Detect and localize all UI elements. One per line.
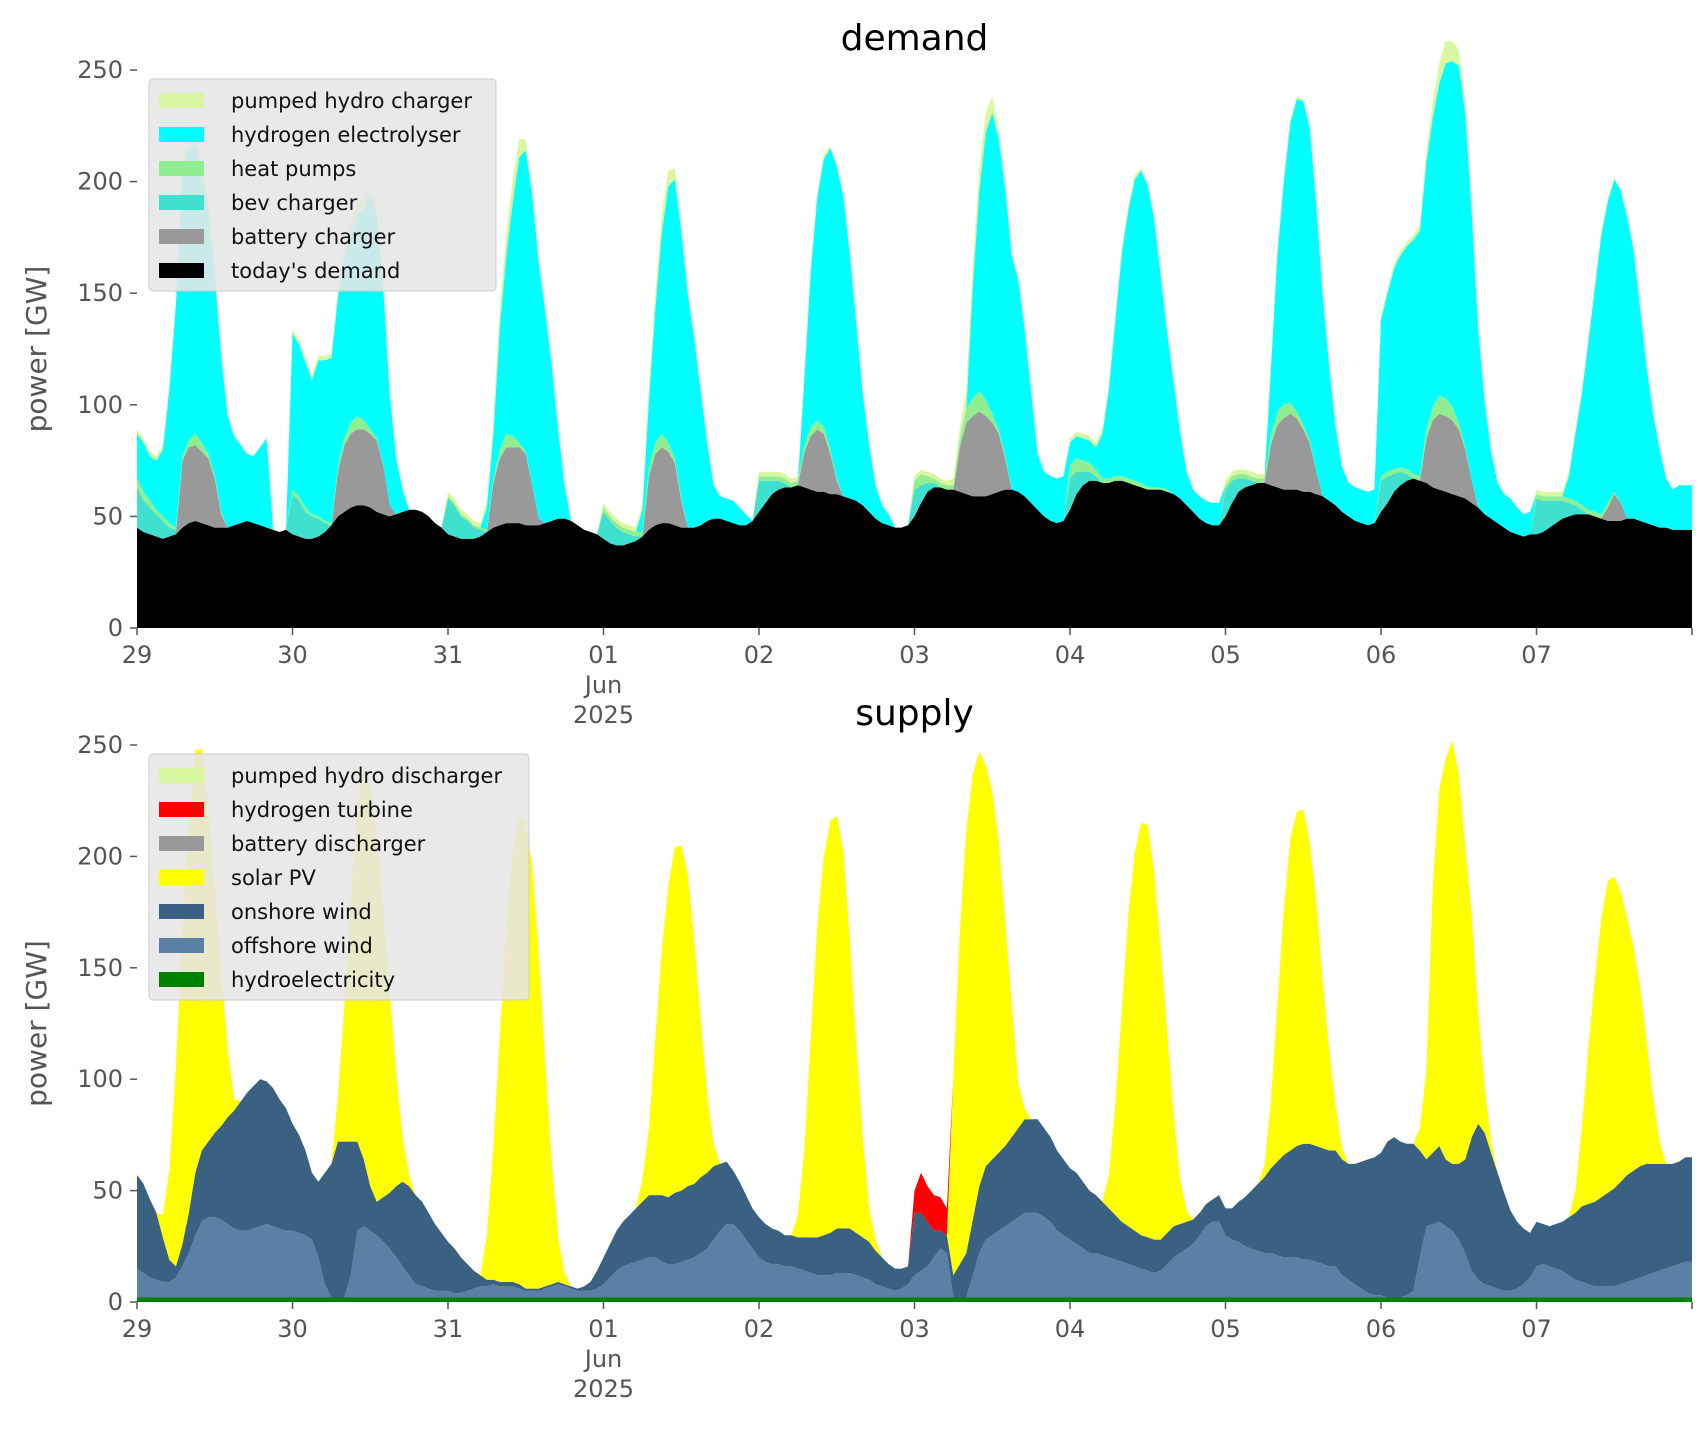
- y-tick-label: 0: [108, 614, 123, 642]
- y-tick-label: 100: [77, 391, 123, 419]
- legend-box: [148, 78, 497, 292]
- legend-label: solar PV: [231, 866, 316, 890]
- y-axis-label: power [GW]: [20, 266, 53, 433]
- x-tick-label: 06: [1366, 1315, 1397, 1343]
- y-tick-label: 100: [77, 1065, 123, 1093]
- legend-label: hydrogen electrolyser: [231, 123, 461, 147]
- x-tick-label: 04: [1055, 641, 1086, 669]
- legend-label: battery charger: [231, 225, 396, 249]
- y-tick-label: 200: [77, 168, 123, 196]
- chart-title: supply: [855, 693, 974, 734]
- legend-label: onshore wind: [231, 900, 372, 924]
- legend-swatch: [159, 938, 204, 953]
- legend-label: today's demand: [231, 259, 400, 283]
- x-tick-label: 05: [1210, 641, 1241, 669]
- x-tick-label: 03: [899, 641, 930, 669]
- x-tick-label: 06: [1366, 641, 1397, 669]
- legend-swatch: [159, 870, 204, 885]
- series-area-hydroelectricity: [137, 1297, 1692, 1302]
- x-tick-label: 30: [277, 1315, 308, 1343]
- legend-label: heat pumps: [231, 157, 356, 181]
- x-tick-label: 07: [1521, 641, 1552, 669]
- x-tick-label: 01 Jun 2025: [573, 641, 634, 729]
- legend-label: battery discharger: [231, 832, 426, 856]
- legend-box: [148, 753, 530, 1001]
- series-area-onshore-wind: [137, 1079, 1692, 1298]
- x-tick-label: 30: [277, 641, 308, 669]
- legend-label: pumped hydro charger: [231, 89, 472, 113]
- x-tick-label: 01 Jun 2025: [573, 1315, 634, 1403]
- y-tick-label: 0: [108, 1288, 123, 1316]
- legend-swatch: [159, 263, 204, 278]
- legend-swatch: [159, 127, 204, 142]
- series-area-hydrogen-electrolyser: [137, 61, 1692, 537]
- legend-label: hydrogen turbine: [231, 798, 413, 822]
- y-axis-label: power [GW]: [20, 940, 53, 1107]
- legend-label: offshore wind: [231, 934, 373, 958]
- series-area-heat-pumps: [137, 391, 1692, 537]
- legend-label: bev charger: [231, 191, 358, 215]
- legend: pumped hydro discharger hydrogen turbine b…: [148, 753, 530, 1001]
- y-tick-label: 250: [77, 731, 123, 759]
- legend: pumped hydro charger hydrogen electrolyse…: [148, 78, 497, 292]
- y-tick-label: 50: [92, 502, 123, 530]
- x-tick-label: 04: [1055, 1315, 1086, 1343]
- series-area-bev-charger: [137, 411, 1692, 546]
- x-tick-label: 31: [433, 1315, 464, 1343]
- y-tick-label: 150: [77, 954, 123, 982]
- y-tick-label: 150: [77, 279, 123, 307]
- series-area-offshore-wind: [137, 1212, 1692, 1298]
- legend-swatch: [159, 768, 204, 783]
- legend-swatch: [159, 229, 204, 244]
- legend-swatch: [159, 195, 204, 210]
- legend-label: hydroelectricity: [231, 968, 395, 992]
- x-tick-label: 07: [1521, 1315, 1552, 1343]
- legend-swatch: [159, 161, 204, 176]
- legend-swatch: [159, 904, 204, 919]
- y-tick-label: 50: [92, 1177, 123, 1205]
- legend-label: pumped hydro discharger: [231, 764, 502, 788]
- legend-swatch: [159, 972, 204, 987]
- x-tick-label: 29: [122, 1315, 153, 1343]
- legend-swatch: [159, 93, 204, 108]
- y-tick-label: 250: [77, 56, 123, 84]
- x-tick-label: 03: [899, 1315, 930, 1343]
- x-tick-label: 31: [433, 641, 464, 669]
- chart-title: demand: [841, 18, 989, 59]
- x-tick-label: 02: [744, 641, 775, 669]
- x-tick-label: 02: [744, 1315, 775, 1343]
- x-tick-label: 05: [1210, 1315, 1241, 1343]
- legend-swatch: [159, 802, 204, 817]
- series-area-today-s-demand: [137, 478, 1692, 628]
- y-tick-label: 200: [77, 842, 123, 870]
- legend-swatch: [159, 836, 204, 851]
- series-area-battery-charger: [137, 411, 1692, 546]
- x-tick-label: 29: [122, 641, 153, 669]
